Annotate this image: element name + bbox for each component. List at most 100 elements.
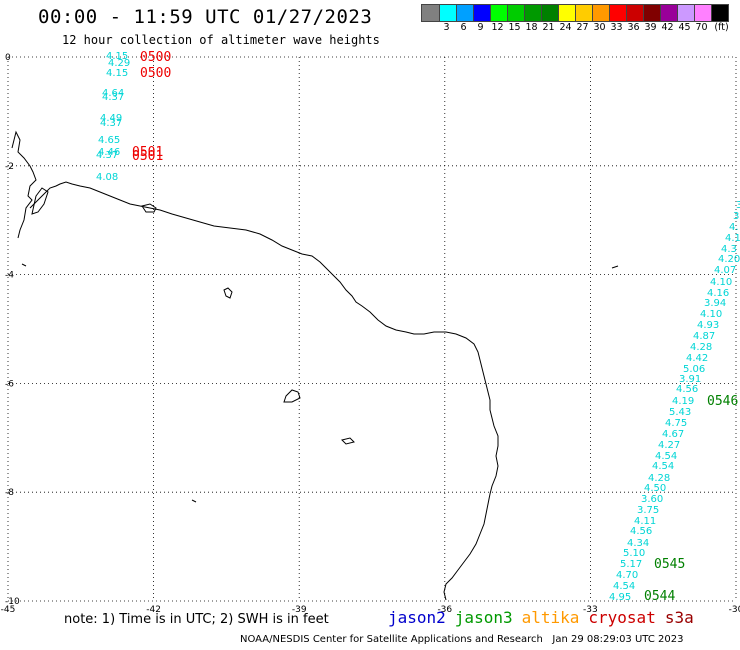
wave-height-value: 4.16 bbox=[707, 288, 729, 299]
wave-height-value: 4.95 bbox=[609, 592, 631, 603]
wave-height-value: 3.94 bbox=[704, 298, 726, 309]
wave-height-value: 5.17 bbox=[620, 559, 642, 570]
wave-height-value: 4.11 bbox=[634, 516, 656, 527]
wave-height-value: 4.70 bbox=[616, 570, 638, 581]
color-swatch bbox=[507, 5, 524, 21]
wave-height-value: 4.27 bbox=[658, 440, 680, 451]
color-swatch bbox=[643, 5, 660, 21]
wave-height-value: 5.06 bbox=[683, 364, 705, 375]
wave-height-value: 4.37 bbox=[96, 150, 118, 161]
wave-height-value: 3 bbox=[736, 200, 740, 211]
color-swatch bbox=[541, 5, 558, 21]
color-scale-label: 18 bbox=[525, 22, 538, 33]
track-time-label: 0545 bbox=[654, 557, 685, 572]
wave-height-value: 4.19 bbox=[672, 396, 694, 407]
wave-height-value: 3.60 bbox=[641, 494, 663, 505]
lagoon-1 bbox=[31, 187, 49, 215]
wave-height-value: 4.3 bbox=[721, 244, 737, 255]
coastline-main bbox=[11, 130, 499, 601]
wave-height-value: 3.91 bbox=[679, 374, 701, 385]
wave-height-value: 4.56 bbox=[676, 384, 698, 395]
wave-height-value: 4.93 bbox=[697, 320, 719, 331]
color-swatch bbox=[422, 5, 439, 21]
color-swatch bbox=[677, 5, 694, 21]
color-swatch bbox=[473, 5, 490, 21]
wave-height-value: 3.75 bbox=[637, 505, 659, 516]
island-7 bbox=[191, 499, 197, 503]
wave-height-value: 4.42 bbox=[686, 353, 708, 364]
track-time-label: 0500 bbox=[140, 50, 171, 65]
page-subtitle: 12 hour collection of altimeter wave hei… bbox=[62, 33, 380, 47]
y-tick-label: -10 bbox=[5, 597, 20, 607]
wave-height-value: 4.28 bbox=[648, 473, 670, 484]
legend-s3a: s3a bbox=[664, 608, 694, 627]
color-swatch bbox=[694, 5, 711, 21]
color-scale-label: 33 bbox=[610, 22, 623, 33]
west-track-observations: 4.154.294.154.644.374.494.374.654.464.37… bbox=[96, 51, 130, 183]
x-tick-label: -36 bbox=[437, 605, 452, 615]
wave-height-value: 4.49 bbox=[100, 113, 122, 124]
island-2 bbox=[283, 389, 301, 403]
color-scale-label: 6 bbox=[460, 22, 467, 33]
wave-height-value: 4.20 bbox=[718, 254, 740, 265]
island-4 bbox=[141, 203, 157, 213]
wave-height-value: 4.65 bbox=[98, 135, 120, 146]
wave-height-value: 4.07 bbox=[714, 265, 736, 276]
track-time-label: 0501 bbox=[132, 145, 163, 160]
color-swatch bbox=[592, 5, 609, 21]
wave-height-value: 4.34 bbox=[627, 538, 649, 549]
credit-line: NOAA/NESDIS Center for Satellite Applica… bbox=[240, 634, 684, 645]
color-scale-label: 36 bbox=[627, 22, 640, 33]
wave-height-value: 5.10 bbox=[623, 548, 645, 559]
track-time-label: 0500 bbox=[140, 66, 171, 81]
x-tick-label: -33 bbox=[583, 605, 598, 615]
east-track-observations: 334.4.14.34.204.074.104.163.944.104.934.… bbox=[609, 200, 740, 603]
color-scale-label: 21 bbox=[542, 22, 555, 33]
color-scale-label: 15 bbox=[508, 22, 521, 33]
wave-height-value: 4.87 bbox=[693, 331, 715, 342]
color-scale-label: 30 bbox=[593, 22, 606, 33]
wave-height-value: 3 bbox=[733, 211, 739, 222]
wave-height-value: 4.10 bbox=[700, 309, 722, 320]
color-swatch bbox=[490, 5, 507, 21]
east-track-times: 0546 0545 0544 bbox=[644, 394, 738, 604]
color-scale-unit: (ft) bbox=[714, 22, 729, 33]
wave-height-value: 4.64 bbox=[102, 88, 124, 99]
color-scale-label: 27 bbox=[576, 22, 589, 33]
y-tick-label: -4 bbox=[5, 271, 14, 281]
y-tick-label: -2 bbox=[5, 162, 14, 172]
color-swatch bbox=[575, 5, 592, 21]
wave-height-value: 4.56 bbox=[630, 526, 652, 537]
y-tick-label: -6 bbox=[5, 379, 14, 389]
x-tick-label: -42 bbox=[146, 605, 161, 615]
satellite-legend: jason2 jason3 altika cryosat s3a bbox=[388, 608, 694, 627]
wave-height-value: 4.46 bbox=[98, 147, 120, 158]
wave-height-value: 4.10 bbox=[710, 277, 732, 288]
wave-height-value: 4.29 bbox=[108, 58, 130, 69]
legend-cryosat: cryosat bbox=[588, 608, 656, 627]
wave-height-value: 4.37 bbox=[102, 92, 124, 103]
legend-altika: altika bbox=[521, 608, 580, 627]
color-scale-label: 39 bbox=[644, 22, 657, 33]
color-scale-label: 42 bbox=[661, 22, 674, 33]
track-time-label: 0501 bbox=[132, 149, 163, 164]
island-5 bbox=[611, 265, 619, 269]
x-tick-label: -39 bbox=[292, 605, 307, 615]
color-swatch bbox=[439, 5, 456, 21]
color-swatch bbox=[558, 5, 575, 21]
axis-tick-labels: -45 -42 -39 -36 -33 -30 0 -2 -4 -6 -8 -10 bbox=[1, 53, 740, 615]
footnote: note: 1) Time is in UTC; 2) SWH is in fe… bbox=[64, 612, 329, 627]
color-swatch bbox=[524, 5, 541, 21]
island-3 bbox=[341, 437, 355, 445]
x-tick-label: -30 bbox=[729, 605, 740, 615]
color-scale-label: 24 bbox=[559, 22, 572, 33]
x-tick-label: -45 bbox=[1, 605, 16, 615]
color-scale-label: 45 bbox=[678, 22, 691, 33]
track-time-label: 0546 bbox=[707, 394, 738, 409]
wave-height-value: 4.54 bbox=[613, 581, 635, 592]
color-scale-label: 12 bbox=[491, 22, 504, 33]
coastline bbox=[11, 130, 619, 601]
wave-height-value: 4.54 bbox=[652, 461, 674, 472]
